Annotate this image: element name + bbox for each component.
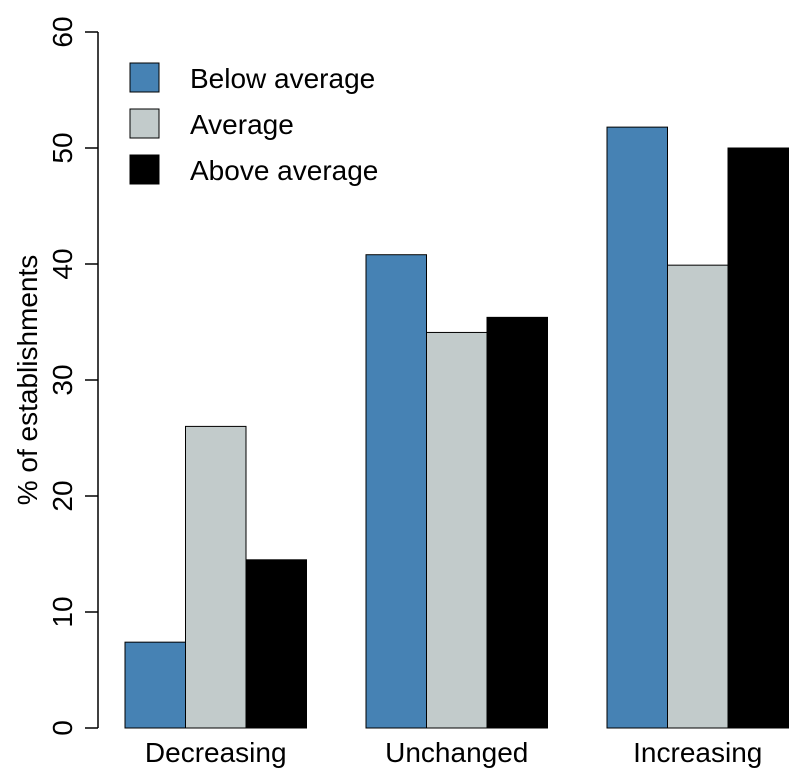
bar-above-average-decreasing	[245, 559, 307, 729]
y-tick-label: 40	[47, 248, 78, 279]
category-label-decreasing: Decreasing	[145, 737, 287, 768]
y-tick-label: 10	[47, 596, 78, 627]
y-tick-label: 60	[47, 16, 78, 47]
bar-below-average-decreasing	[124, 641, 186, 729]
y-tick-label: 30	[47, 364, 78, 395]
y-tick-label: 20	[47, 480, 78, 511]
bar-above-average-increasing	[727, 147, 789, 729]
bar-below-average-unchanged	[365, 254, 427, 729]
bar-below-average-increasing	[606, 126, 668, 729]
category-label-unchanged: Unchanged	[385, 737, 528, 768]
legend: Below average Average Above average	[129, 62, 378, 186]
legend-swatch-above-average	[129, 154, 160, 185]
legend-swatch-below-average	[129, 62, 160, 93]
y-axis: 0 10 20 30 40 50 60 % of establishments	[12, 16, 99, 736]
legend-label-average: Average	[190, 109, 294, 140]
y-tick-label: 50	[47, 132, 78, 163]
bar-average-increasing	[667, 264, 729, 729]
legend-label-below-average: Below average	[190, 63, 375, 94]
legend-label-above-average: Above average	[190, 155, 378, 186]
y-ticks: 0 10 20 30 40 50 60	[47, 16, 98, 736]
category-label-increasing: Increasing	[633, 737, 762, 768]
y-axis-title: % of establishments	[12, 255, 43, 506]
y-tick-label: 0	[47, 720, 78, 736]
legend-swatch-average	[129, 108, 160, 139]
bars	[124, 126, 789, 729]
category-labels: Decreasing Unchanged Increasing	[145, 737, 762, 768]
bar-average-unchanged	[426, 331, 488, 729]
bar-average-decreasing	[185, 425, 247, 729]
bar-above-average-unchanged	[486, 316, 548, 729]
